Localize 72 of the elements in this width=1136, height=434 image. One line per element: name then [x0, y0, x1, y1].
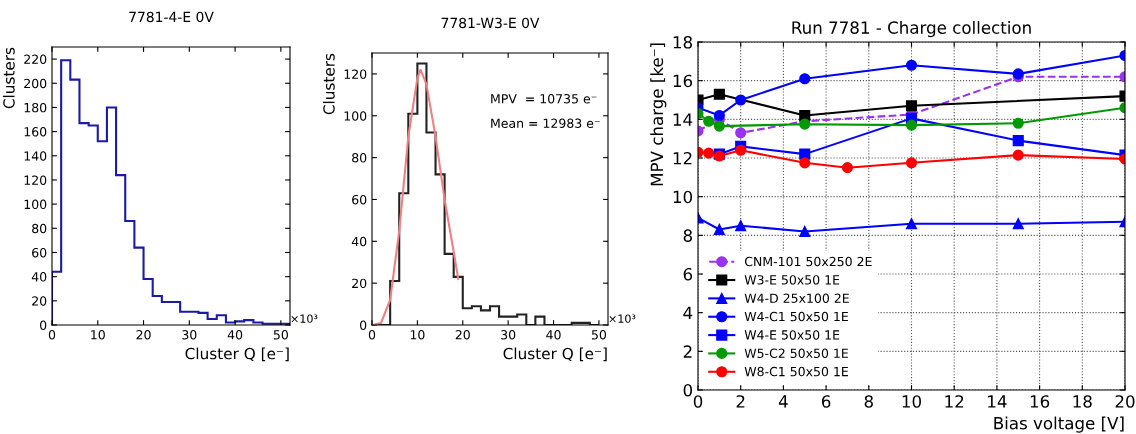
x-tick-label: 12 [945, 395, 964, 408]
annotation: MPV = 10735 e⁻ [491, 94, 597, 104]
legend-label: W4-E 50x50 1E [744, 330, 840, 340]
y-tick-label: 120 [24, 175, 47, 185]
y-tick-label: 16 [673, 74, 693, 88]
x-axis-title: Cluster Q [e⁻] [503, 347, 607, 362]
x-tick-label: 8 [864, 395, 873, 408]
legend-label: W5-C2 50x50 1E [744, 348, 848, 358]
x-tick-label: 2 [736, 395, 745, 408]
y-tick-label: 80 [32, 223, 47, 234]
y-axis-title: Clusters [2, 47, 15, 109]
x-tick-label: 0 [693, 395, 703, 408]
y-tick-label: 40 [351, 236, 367, 247]
y-tick-label: 0 [683, 383, 693, 397]
y-axis-title: MPV charge [ke⁻] [650, 43, 667, 186]
y-tick-label: 160 [24, 127, 47, 137]
x-tick-label: 30 [501, 330, 516, 340]
x-tick-label: 20 [136, 330, 151, 340]
legend-label: W4-D 25x100 2E [744, 293, 849, 303]
y-tick-label: 140 [24, 151, 47, 161]
x-tick-label: 10 [410, 330, 425, 340]
x-tick-label: 50 [273, 330, 288, 340]
text: ×10³ [291, 314, 318, 323]
legend-label: CNM-101 50x250 2E [744, 256, 872, 267]
y-tick-label: 10 [673, 190, 693, 204]
legend-label: W3-E 50x50 1E [744, 275, 840, 285]
annotation: Mean = 12983 e⁻ [491, 118, 600, 128]
y-tick-label: 14 [673, 113, 693, 126]
y-tick-label: 12 [673, 151, 692, 165]
x-tick-label: 10 [91, 330, 105, 340]
y-tick-label: 4 [683, 306, 693, 319]
legend-label: W4-C1 50x50 1E [744, 311, 848, 322]
y-tick-label: 120 [344, 69, 367, 79]
x-tick-label: 6 [821, 395, 831, 408]
x-axis-title: Bias voltage [V] [994, 416, 1124, 433]
y-tick-label: 60 [32, 247, 47, 258]
y-tick-label: 20 [32, 296, 47, 306]
y-tick-label: 220 [24, 54, 47, 65]
x-tick-label: 30 [182, 330, 197, 340]
chart-title: Run 7781 - Charge collection [792, 21, 1031, 38]
x-tick-label: 18 [1073, 395, 1092, 408]
x-tick-label: 0 [368, 330, 376, 340]
text: ×10³ [609, 314, 636, 323]
y-tick-label: 80 [352, 153, 367, 163]
x-tick-label: 0 [48, 330, 56, 340]
y-tick-label: 8 [683, 229, 692, 242]
x-tick-label: 10 [902, 395, 921, 408]
y-tick-label: 60 [352, 194, 367, 205]
y-axis-title: Clusters [322, 53, 335, 115]
chart-title: 7781-W3-E 0V [441, 17, 540, 29]
x-axis-title: Cluster Q [e⁻] [185, 347, 289, 362]
y-tick-label: 2 [683, 345, 692, 358]
x-tick-label: 4 [778, 395, 788, 408]
y-tick-label: 40 [31, 272, 47, 282]
y-tick-label: 18 [673, 35, 692, 49]
x-tick-label: 40 [546, 330, 561, 340]
chart-title: 7781-4-E 0V [129, 11, 214, 23]
x-tick-label: 14 [988, 395, 1007, 408]
y-tick-label: 100 [24, 199, 47, 210]
y-tick-label: 6 [683, 267, 693, 281]
x-tick-label: 20 [1115, 395, 1135, 408]
legend-label: W8-C1 50x50 1E [744, 366, 848, 377]
y-tick-label: 0 [360, 320, 367, 330]
x-tick-label: 20 [455, 330, 470, 340]
y-tick-label: 180 [24, 102, 47, 113]
x-tick-label: 40 [227, 330, 243, 340]
x-tick-label: 16 [1030, 395, 1050, 408]
y-tick-label: 200 [24, 78, 47, 89]
x-tick-label: 50 [591, 330, 607, 340]
y-tick-label: 100 [344, 111, 367, 121]
y-tick-label: 20 [352, 278, 367, 289]
y-tick-label: 0 [40, 320, 47, 330]
